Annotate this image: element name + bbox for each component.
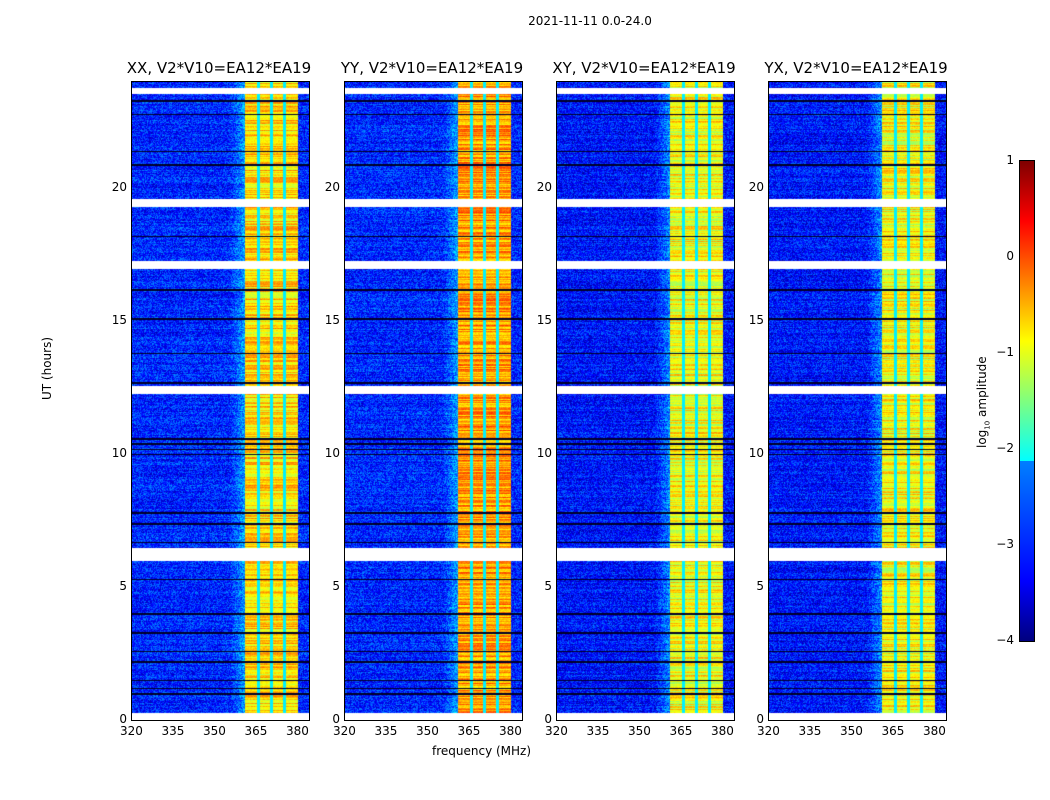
- x-tick-label: 350: [415, 724, 439, 738]
- colorbar-tick-label: −3: [996, 537, 1014, 551]
- x-tick-label: 380: [498, 724, 522, 738]
- x-tick-label: 335: [374, 724, 398, 738]
- y-tick-label: 0: [756, 712, 764, 726]
- colorbar-tick-label: 1: [1006, 153, 1014, 167]
- y-tick-label: 0: [544, 712, 552, 726]
- x-tick-label: 380: [922, 724, 946, 738]
- x-axis-label: frequency (MHz): [432, 744, 532, 758]
- colorbar-tick-label: 0: [1006, 249, 1014, 263]
- x-tick-label: 380: [285, 724, 309, 738]
- spectrogram-panel-2: [556, 81, 735, 721]
- spectrogram-image: [769, 82, 946, 720]
- x-tick-label: 320: [757, 724, 780, 738]
- y-tick-label: 0: [119, 712, 127, 726]
- colorbar-tick-label: −2: [996, 441, 1014, 455]
- x-tick-label: 335: [161, 724, 185, 738]
- spectrogram-panel-0: [131, 81, 310, 721]
- x-tick-label: 380: [710, 724, 734, 738]
- y-tick-label: 0: [332, 712, 340, 726]
- y-tick-label: 10: [536, 446, 552, 461]
- spectrogram-panel-3: [768, 81, 947, 721]
- x-tick-label: 365: [244, 724, 268, 738]
- x-tick-label: 320: [120, 724, 143, 738]
- panel-title: YY, V2*V10=EA12*EA19: [340, 59, 524, 77]
- spectrogram-panel-1: [344, 81, 523, 721]
- y-tick-label: 10: [111, 446, 127, 461]
- x-tick-label: 350: [839, 724, 863, 738]
- y-tick-label: 20: [324, 180, 340, 195]
- figure-title: 2021-11-11 0.0-24.0: [528, 14, 652, 28]
- x-tick-label: 320: [333, 724, 356, 738]
- panel-title: XY, V2*V10=EA12*EA19: [552, 59, 736, 77]
- colorbar-label: log10 amplitude: [975, 356, 992, 448]
- x-tick-label: 335: [798, 724, 822, 738]
- y-tick-label: 10: [324, 446, 340, 461]
- y-tick-label: 10: [748, 446, 764, 461]
- colorbar-tick-label: −4: [996, 633, 1014, 647]
- colorbar: [1019, 160, 1035, 642]
- panel-title: XX, V2*V10=EA12*EA19: [126, 59, 312, 77]
- y-tick-label: 20: [111, 180, 127, 195]
- spectrogram-image: [345, 82, 522, 720]
- x-tick-label: 365: [881, 724, 905, 738]
- x-tick-label: 335: [586, 724, 610, 738]
- y-tick-label: 5: [119, 579, 127, 594]
- colorbar-tick-label: −1: [996, 345, 1014, 359]
- y-tick-label: 5: [544, 579, 552, 594]
- x-tick-label: 365: [457, 724, 481, 738]
- panel-title: YX, V2*V10=EA12*EA19: [764, 59, 948, 77]
- y-tick-label: 20: [536, 180, 552, 195]
- x-tick-label: 365: [669, 724, 693, 738]
- y-axis-label: UT (hours): [40, 336, 54, 400]
- spectrogram-image: [557, 82, 734, 720]
- x-tick-label: 350: [202, 724, 226, 738]
- y-tick-label: 15: [536, 313, 552, 328]
- y-tick-label: 20: [748, 180, 764, 195]
- spectrogram-image: [132, 82, 309, 720]
- y-tick-label: 15: [324, 313, 340, 328]
- y-tick-label: 15: [111, 313, 127, 328]
- y-tick-label: 15: [748, 313, 764, 328]
- x-tick-label: 350: [627, 724, 651, 738]
- y-tick-label: 5: [332, 579, 340, 594]
- y-tick-label: 5: [756, 579, 764, 594]
- x-tick-label: 320: [545, 724, 568, 738]
